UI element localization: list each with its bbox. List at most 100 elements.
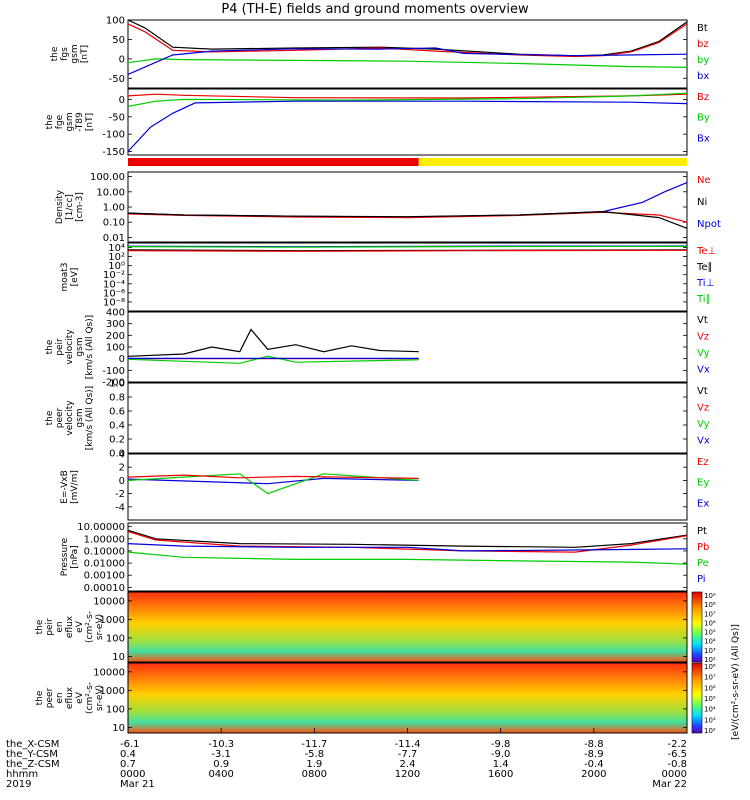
legend-entry: Pt [697,526,707,537]
legend-entry: Ez [697,457,709,468]
y-axis-label: the [45,339,55,354]
x-tick-label: 0.7 [120,759,136,770]
y-axis-label: sr-eV) [95,685,105,711]
y-axis-label: (cm²-s- [85,611,95,643]
x-tick-label: -5.8 [305,749,325,760]
legend-entry: Ey [697,478,709,489]
panel-frame [127,242,688,312]
y-axis-label: peer [45,687,55,708]
colorbar-tick-label: 10³ [704,647,716,655]
y-tick-label: 0 [119,476,125,487]
legend-entry: bz [697,39,709,50]
mode-bar-segment [418,158,687,166]
x-tick-label: 0800 [302,769,327,780]
y-axis-label: gsm [70,44,80,63]
y-axis-label: E=-VxB [60,470,70,504]
series-line-bx [127,100,688,152]
x-tick-label: -8.9 [584,749,604,760]
y-axis-label: sr-eV) [95,614,105,640]
colorbar-tick-label: 10⁷ [704,610,716,618]
x-tick-label: -11.7 [301,739,327,750]
y-tick-label: 1.00000 [84,534,125,545]
y-tick-label: -200 [102,378,125,389]
y-tick-label: 0.4 [109,421,125,432]
colorbar-tick-label: 10⁹ [704,592,716,600]
y-tick-label: 100 [106,633,125,644]
y-tick-label: 50 [112,35,125,46]
x-axis-row-label: 2019 [6,779,31,790]
colorbar-tick-label: 10⁴ [704,706,716,714]
panel-background [128,243,687,311]
y-tick-label: 400 [106,308,125,319]
y-axis-label: en [55,692,65,703]
y-tick-label: 1000 [100,615,125,626]
panel-frame [127,171,688,243]
y-axis-label: velocity [65,400,75,436]
legend-entry: Vz [697,332,709,343]
y-tick-label: -50 [109,112,125,123]
panel-frame [127,382,688,454]
panel-frame [127,19,688,89]
colorbar-tick-label: 10² [704,727,716,735]
x-axis-row-label: hhmm [6,769,38,780]
y-tick-label: 10⁻² [103,270,125,281]
x-tick-label: -6.5 [667,749,687,760]
y-axis-label: gsm [65,112,75,131]
y-axis-label: [nT] [80,45,90,63]
panel-frame [127,88,688,156]
y-axis-label: gsm [75,408,85,427]
legend-entry: By [697,113,710,124]
series-line-ex [127,477,419,485]
x-axis-row-label: the_Y-CSM [6,749,58,760]
x-axis-row-label: the_X-CSM [6,739,59,750]
x-axis-row-label: the_Z-CSM [6,759,60,770]
y-tick-label: 10.00000 [77,522,125,533]
legend-entry: Ti⊥ [696,278,714,289]
series-line-ni [127,210,688,229]
legend-entry: Pi [697,574,706,585]
y-tick-label: 10000 [93,596,125,607]
x-tick-label: Mar 21 [120,779,155,790]
y-tick-label: 0 [119,354,125,365]
colorbar-tick-label: 10⁶ [704,684,716,692]
legend-entry: Pb [697,542,709,553]
series-line-bx [127,47,688,75]
y-tick-label: 0.10000 [84,546,125,557]
series-line-vt [127,328,419,357]
legend-entry: Bx [697,133,710,144]
legend-entry: Bt [697,23,708,34]
y-axis-label: eV [75,620,85,633]
x-tick-label: 2000 [581,769,606,780]
series-line-ti∥ [127,245,688,248]
panel-frame [127,453,688,521]
figure-title: P4 (TH-E) fields and ground moments over… [221,2,529,17]
y-axis-label: eV [75,691,85,704]
x-tick-label: Mar 22 [652,779,687,790]
y-tick-label: 100 [106,16,125,27]
x-tick-label: -0.8 [667,759,687,770]
x-tick-label: -9.8 [491,739,511,750]
colorbar [691,591,703,663]
series-line-pe [127,551,688,565]
legend-entry: Vy [697,419,710,430]
y-axis-label: Pressure [60,537,70,576]
legend-entry: bx [697,71,709,82]
series-line-vy [127,355,419,364]
y-axis-label: fgs [60,47,70,61]
spectrogram-image [128,592,687,662]
y-tick-label: 100.00 [90,172,125,183]
legend-entry: Vz [697,403,709,414]
y-axis-label: [nT] [85,113,95,131]
y-tick-label: 200 [106,331,125,342]
series-line-by [127,58,688,68]
x-tick-label: 0000 [662,769,687,780]
y-tick-label: -4 [115,502,125,513]
y-axis-label: [1/cc] [65,194,75,220]
x-tick-label: 0.4 [120,749,136,760]
x-tick-label: 2.4 [400,759,416,770]
x-tick-label: -8.8 [584,739,604,750]
x-tick-label: -2.2 [667,739,687,750]
colorbar-tick-label: 10³ [704,716,716,724]
y-axis-label: [nPa] [70,545,80,568]
